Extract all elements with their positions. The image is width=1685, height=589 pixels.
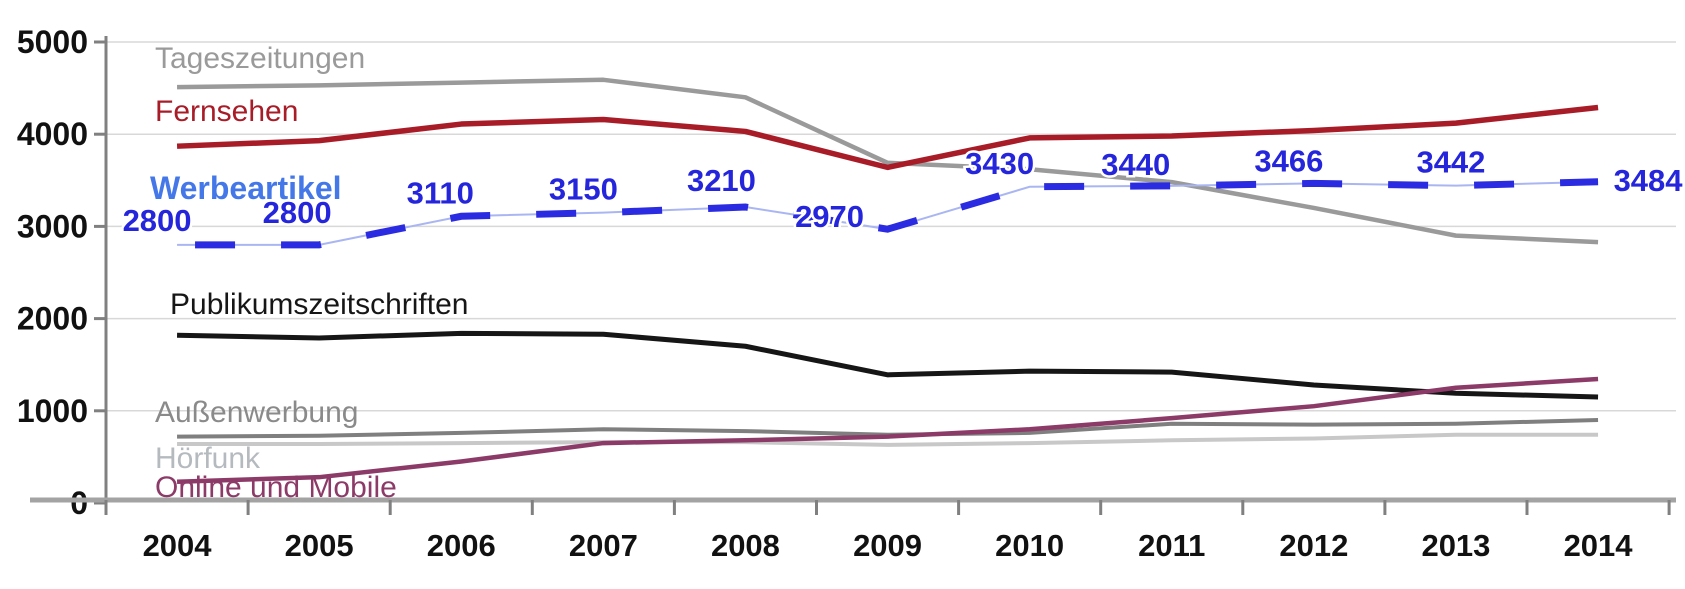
y-tick-label: 2000 — [17, 301, 88, 337]
value-label-2012: 3466 — [1254, 143, 1323, 178]
series-underlay-werbeartikel — [177, 180, 1599, 246]
series-label-online-und-mobile: Online und Mobile — [155, 471, 397, 504]
value-label-2004: 2800 — [123, 203, 192, 238]
series-line-publikumszeitschriften — [177, 330, 1599, 400]
series-line-aussenwerbung — [177, 418, 1599, 439]
series-line-hoerfunk — [177, 432, 1599, 447]
y-tick-label: 3000 — [17, 208, 88, 244]
value-label-2010: 3430 — [965, 146, 1034, 181]
series-line-tageszeitungen — [177, 77, 1599, 245]
series-publikumszeitschriften — [177, 330, 1599, 400]
x-tick-label-2009: 2009 — [853, 528, 922, 563]
werbeartikel-value-labels: 2800 2800 3110 3150 3210 2970 3430 3440 3466 3442… — [120, 141, 1685, 240]
x-tick-label-2008: 2008 — [711, 528, 780, 563]
x-tick-label-2005: 2005 — [285, 528, 354, 563]
series-online-und-mobile — [176, 376, 1599, 485]
series-label-publikumszeitschriften: Publikumszeitschriften — [170, 288, 468, 321]
series-line-online-und-mobile — [176, 376, 1599, 485]
value-label-2013: 3442 — [1416, 145, 1485, 180]
x-tick-label-2007: 2007 — [569, 528, 638, 563]
value-label-2006: 3110 — [407, 175, 474, 210]
value-label-2009: 2970 — [795, 199, 864, 234]
series-aussenwerbung — [177, 418, 1599, 439]
x-axis: 2004 2005 2006 2007 2008 2009 2010 2011 2012 2013… — [30, 497, 1676, 563]
y-tick-label: 4000 — [17, 116, 88, 152]
series-tageszeitungen — [177, 77, 1599, 245]
x-tick-label-2012: 2012 — [1279, 528, 1348, 563]
y-tick-label: 0 — [70, 485, 88, 521]
x-tick-label-2011: 2011 — [1138, 528, 1205, 563]
series-hoerfunk — [177, 432, 1599, 447]
series-label-hoerfunk: Hörfunk — [155, 442, 261, 475]
y-tick-label: 5000 — [17, 24, 88, 60]
series-line-werbeartikel — [177, 178, 1599, 249]
series-label-aussenwerbung: Außenwerbung — [155, 396, 358, 429]
series-label-werbeartikel: Werbeartikel — [150, 170, 342, 206]
value-label-2007: 3150 — [549, 172, 618, 207]
series-fernsehen — [176, 104, 1599, 171]
x-tick-label-2004: 2004 — [143, 528, 213, 563]
series-label-fernsehen: Fernsehen — [155, 95, 298, 128]
value-label-2005: 2800 — [263, 195, 332, 230]
x-tick-label-2014: 2014 — [1564, 528, 1634, 563]
y-tick-label: 1000 — [17, 393, 88, 429]
series-werbeartikel — [177, 178, 1599, 249]
x-tick-label-2006: 2006 — [427, 528, 496, 563]
value-label-2011: 3440 — [1101, 147, 1170, 182]
value-label-2008: 3210 — [687, 163, 756, 198]
x-tick-label-2010: 2010 — [995, 528, 1064, 563]
series-label-tageszeitungen: Tageszeitungen — [155, 42, 365, 75]
value-label-2014: 3484 — [1614, 163, 1684, 198]
x-tick-label-2013: 2013 — [1421, 528, 1490, 563]
y-axis: 0 1000 2000 3000 4000 5000 — [17, 24, 108, 521]
series-line-fernsehen — [176, 104, 1599, 171]
